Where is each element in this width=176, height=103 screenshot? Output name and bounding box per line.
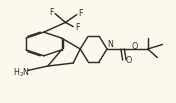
Text: F: F <box>78 9 83 18</box>
Text: N: N <box>108 40 114 49</box>
Text: F: F <box>75 23 80 32</box>
Text: O: O <box>125 56 131 65</box>
Text: H$_2$N: H$_2$N <box>13 67 30 79</box>
Text: O: O <box>131 42 138 51</box>
Text: F: F <box>49 8 54 17</box>
